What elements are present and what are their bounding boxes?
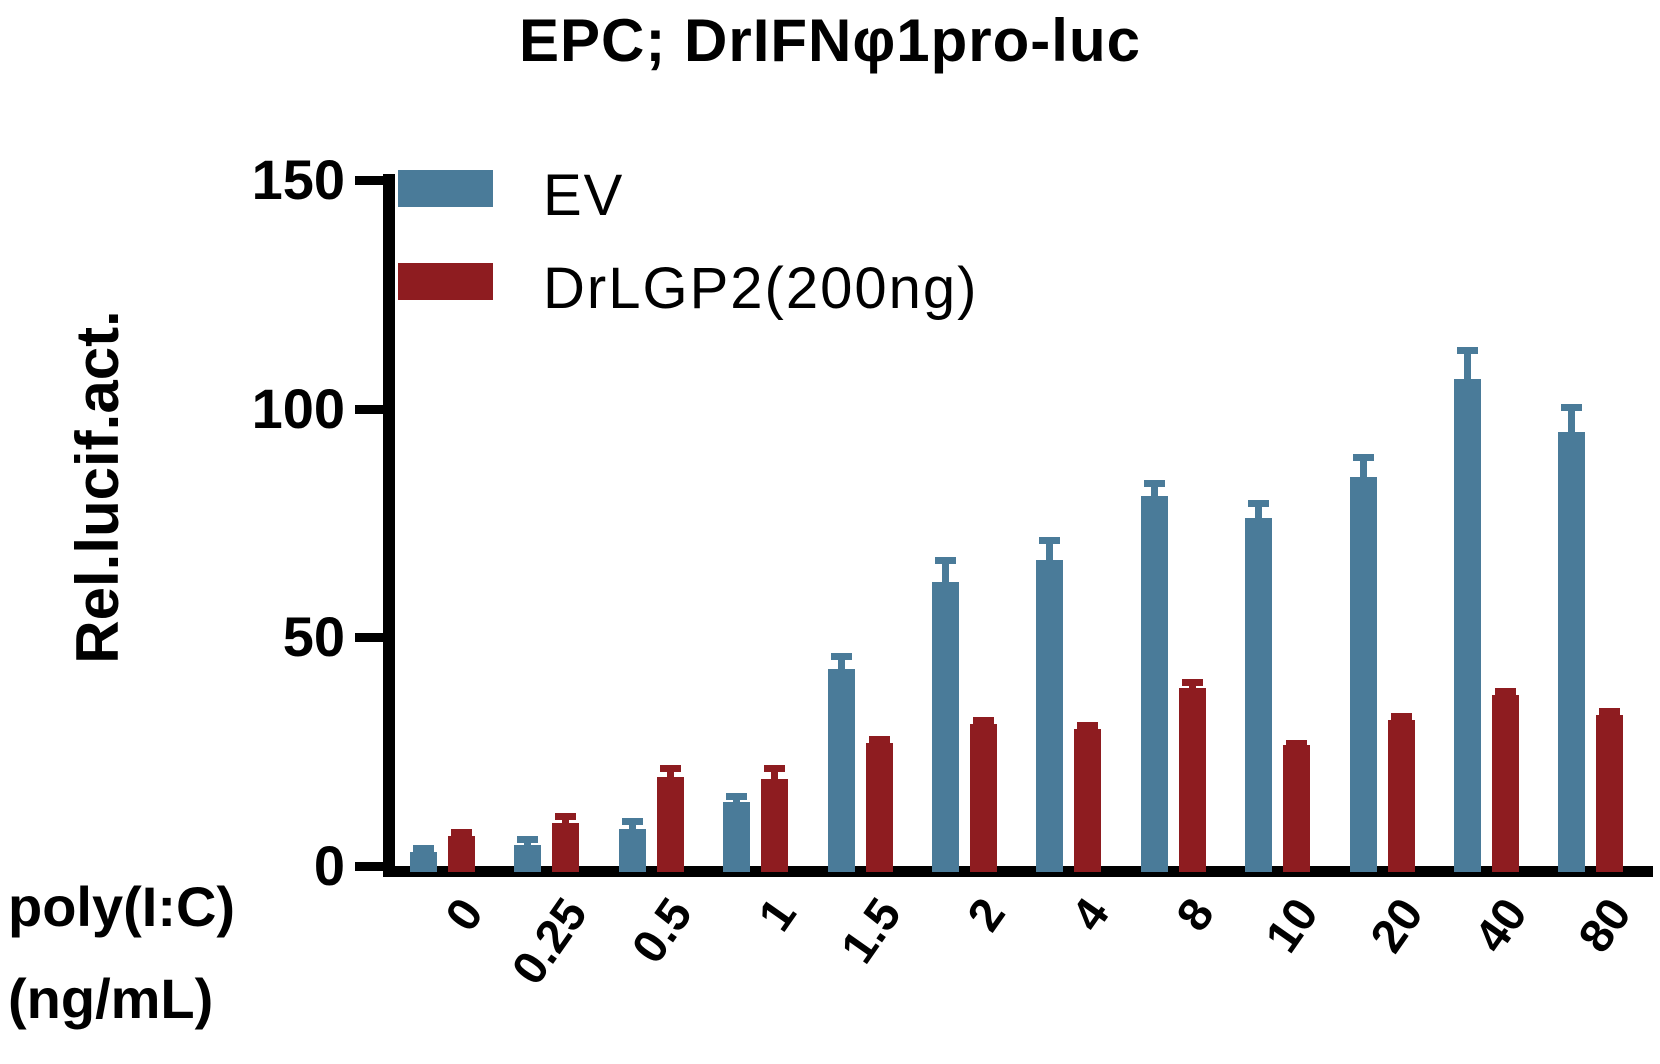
bar-DrLGP2(200ng)-2 — [970, 724, 997, 872]
error-cap-EV-0 — [413, 845, 434, 853]
bar-EV-20 — [1349, 477, 1377, 872]
bar-EV-1.5 — [827, 669, 855, 872]
error-cap-DrLGP2(200ng)-20 — [1390, 712, 1412, 720]
error-cap-EV-0.25 — [517, 836, 539, 844]
bar-DrLGP2(200ng)-4 — [1074, 728, 1102, 872]
x-category-label-0: 0 — [434, 888, 493, 941]
error-cap-DrLGP2(200ng)-0 — [451, 829, 472, 837]
bar-DrLGP2(200ng)-1.5 — [865, 742, 893, 872]
bar-EV-0.5 — [618, 829, 646, 872]
error-bar-EV-20 — [1359, 454, 1367, 478]
y-tick-mark-0 — [355, 862, 384, 871]
bar-EV-8 — [1140, 495, 1168, 872]
bar-EV-80 — [1558, 431, 1586, 872]
bar-EV-10 — [1245, 518, 1273, 872]
error-cap-EV-1.5 — [830, 653, 852, 661]
error-bar-EV-40 — [1464, 346, 1471, 379]
error-cap-EV-8 — [1143, 479, 1165, 487]
bar-DrLGP2(200ng)-80 — [1596, 715, 1624, 872]
x-category-label-10: 10 — [1254, 888, 1329, 962]
error-cap-DrLGP2(200ng)-1 — [764, 765, 786, 773]
x-axis-title-line1: poly(I:C) — [8, 875, 236, 938]
bar-DrLGP2(200ng)-40 — [1492, 694, 1519, 872]
bar-EV-0.25 — [514, 845, 542, 872]
legend-swatch-ev — [398, 170, 493, 207]
y-tick-mark-100 — [355, 404, 384, 414]
error-bar-EV-10 — [1255, 500, 1263, 519]
y-tick-mark-150 — [355, 176, 384, 186]
x-category-label-2: 2 — [956, 888, 1015, 941]
error-bar-EV-2 — [942, 557, 949, 583]
error-cap-EV-80 — [1561, 404, 1583, 412]
error-cap-EV-0.5 — [621, 817, 643, 825]
bar-DrLGP2(200ng)-0.5 — [656, 776, 684, 872]
error-cap-DrLGP2(200ng)-0.25 — [555, 813, 577, 821]
error-cap-DrLGP2(200ng)-10 — [1286, 740, 1308, 748]
error-cap-DrLGP2(200ng)-40 — [1495, 687, 1516, 695]
bar-DrLGP2(200ng)-0 — [448, 836, 475, 872]
error-bar-EV-4 — [1046, 536, 1054, 560]
x-axis-title-line2: (ng/mL) — [8, 967, 214, 1030]
error-cap-EV-40 — [1457, 346, 1478, 354]
error-bar-EV-8 — [1150, 479, 1158, 496]
x-category-label-40: 40 — [1463, 888, 1537, 962]
x-axis-line — [383, 866, 1653, 877]
error-bar-EV-1.5 — [837, 653, 845, 670]
error-bar-EV-80 — [1568, 404, 1576, 432]
bar-DrLGP2(200ng)-20 — [1387, 719, 1415, 872]
x-category-label-1: 1 — [747, 888, 807, 941]
x-category-label-8: 8 — [1165, 888, 1224, 941]
error-cap-EV-4 — [1039, 536, 1061, 544]
error-cap-DrLGP2(200ng)-0.5 — [659, 765, 681, 773]
chart-title: EPC; DrIFNφ1pro-luc — [519, 7, 1141, 74]
bar-DrLGP2(200ng)-0.25 — [552, 822, 580, 872]
y-tick-label-150: 150 — [251, 148, 345, 212]
x-category-label-0.5: 0.5 — [620, 888, 702, 973]
bar-EV-40 — [1454, 378, 1481, 872]
x-category-label-80: 80 — [1567, 888, 1642, 962]
error-cap-DrLGP2(200ng)-2 — [973, 717, 994, 725]
y-tick-label-0: 0 — [313, 834, 345, 897]
error-cap-EV-1 — [726, 792, 748, 800]
error-cap-EV-2 — [935, 557, 956, 565]
bar-EV-1 — [723, 801, 751, 872]
error-cap-DrLGP2(200ng)-8 — [1181, 678, 1203, 686]
y-tick-mark-50 — [355, 633, 384, 643]
bar-DrLGP2(200ng)-10 — [1283, 744, 1311, 872]
error-cap-DrLGP2(200ng)-4 — [1077, 721, 1099, 729]
legend-label-drlgp2: DrLGP2(200ng) — [543, 256, 979, 321]
bar-DrLGP2(200ng)-8 — [1178, 687, 1206, 872]
bar-EV-2 — [932, 582, 959, 872]
error-cap-EV-20 — [1352, 454, 1374, 462]
legend-swatch-drlgp2 — [398, 263, 493, 300]
x-category-label-20: 20 — [1359, 888, 1433, 962]
error-cap-DrLGP2(200ng)-80 — [1599, 708, 1621, 716]
y-axis-line — [383, 174, 395, 873]
bar-EV-0 — [410, 852, 437, 872]
bar-DrLGP2(200ng)-1 — [761, 779, 789, 872]
x-category-label-4: 4 — [1060, 888, 1120, 941]
legend-label-ev: EV — [543, 163, 625, 228]
bar-EV-4 — [1036, 559, 1064, 872]
x-category-label-0.25: 0.25 — [501, 888, 598, 994]
y-tick-label-50: 50 — [282, 605, 345, 669]
x-category-label-1.5: 1.5 — [829, 888, 911, 973]
error-cap-EV-10 — [1248, 500, 1270, 508]
error-cap-DrLGP2(200ng)-1.5 — [868, 735, 890, 743]
y-tick-label-100: 100 — [251, 376, 345, 440]
